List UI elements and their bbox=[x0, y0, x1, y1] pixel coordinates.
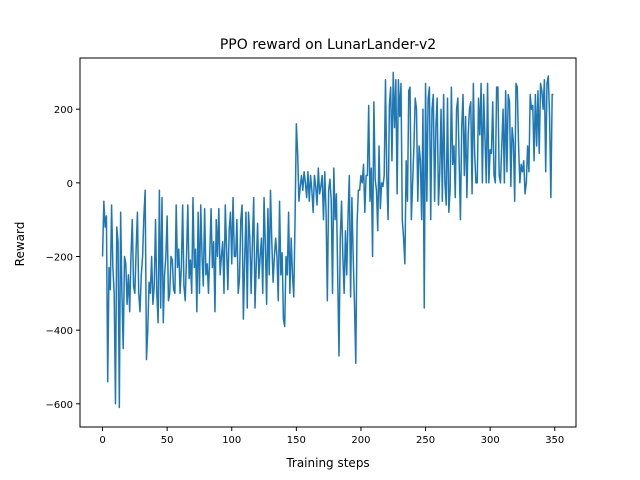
x-tick-label: 0 bbox=[99, 435, 105, 446]
y-axis-label: Reward bbox=[13, 222, 27, 267]
x-axis-label: Training steps bbox=[285, 456, 369, 470]
x-tick-label: 250 bbox=[416, 435, 435, 446]
axes-frame bbox=[79, 57, 577, 428]
x-tick-label: 350 bbox=[545, 435, 564, 446]
x-tick-label: 150 bbox=[287, 435, 306, 446]
x-tick-label: 300 bbox=[481, 435, 500, 446]
chart-title: PPO reward on LunarLander-v2 bbox=[220, 37, 436, 53]
y-tick-label: −600 bbox=[46, 400, 73, 411]
line-series bbox=[101, 71, 554, 409]
x-tick-label: 50 bbox=[161, 435, 174, 446]
x-tick-label: 100 bbox=[222, 435, 241, 446]
x-tick-label: 200 bbox=[351, 435, 370, 446]
y-tick-label: 0 bbox=[67, 179, 73, 190]
y-tick-label: 200 bbox=[54, 105, 73, 116]
plot-area bbox=[101, 71, 554, 409]
y-tick-label: −400 bbox=[46, 326, 73, 337]
y-tick-label: −200 bbox=[46, 252, 73, 263]
